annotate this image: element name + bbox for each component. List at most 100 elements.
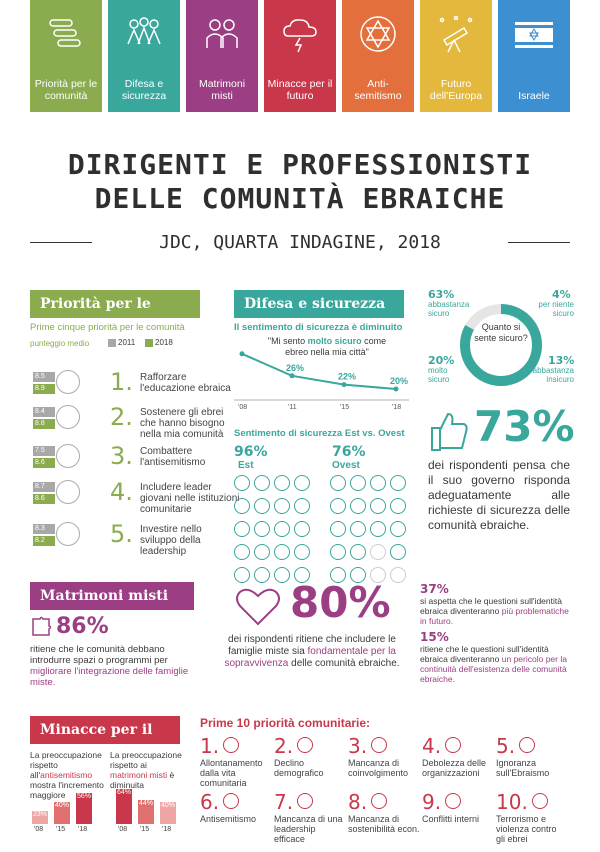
top10-item: 5. Ignoranza sull'Ebraismo bbox=[496, 734, 568, 778]
big-text-body: dei rispondenti ritiene che includere le… bbox=[228, 634, 396, 657]
priority-text: Combattere l'antisemitismo bbox=[140, 446, 206, 468]
page-title-line2: DELLE COMUNITÀ EBRAICHE bbox=[94, 182, 506, 215]
growth-icon bbox=[56, 522, 80, 546]
tab-label: Israele bbox=[518, 90, 550, 102]
priority-rank: 2. bbox=[110, 403, 133, 431]
right-body: La preoccupazione rispetto ai bbox=[110, 750, 182, 770]
threat-icon bbox=[371, 737, 388, 753]
donut-d-label: abbastanza insicuro bbox=[532, 366, 574, 384]
tab-minacce[interactable]: Minacce per il futuro bbox=[264, 0, 336, 112]
face-icon bbox=[390, 544, 406, 560]
top10-text: Debolezza delle organizzazioni bbox=[422, 758, 487, 778]
tab-priorita[interactable]: Priorità per le comunità bbox=[30, 0, 102, 112]
r2-highlight: un pericolo per la continuità dell'esist… bbox=[420, 654, 567, 684]
big-text-highlight: fondamentale per la sopravvivenza bbox=[224, 646, 396, 669]
priority-text: Includere leader giovani nelle istituzio… bbox=[140, 482, 240, 515]
threat-bar: 44% bbox=[138, 799, 154, 824]
face-icon bbox=[294, 567, 310, 583]
tab-difesa[interactable]: Difesa e sicurezza bbox=[108, 0, 180, 112]
safety-point bbox=[341, 382, 347, 388]
top10-header: Prime 10 priorità comunitarie: bbox=[200, 716, 371, 730]
top10-item: 8. Mancanza di sostenibilità econ. bbox=[348, 790, 420, 834]
face-icon bbox=[234, 498, 250, 514]
donut-a-label: abbastanza sicuro bbox=[428, 300, 470, 318]
face-icon bbox=[390, 567, 406, 583]
tab-antisemitismo[interactable]: Anti-semitismo bbox=[342, 0, 414, 112]
puzzle-icon bbox=[32, 616, 52, 636]
star-of-david-icon bbox=[360, 16, 396, 52]
top10-text: Antisemitismo bbox=[200, 814, 257, 824]
tab-futuro-europa[interactable]: Futuro dell'Europa bbox=[420, 0, 492, 112]
section-header-matrimoni: Matrimoni misti bbox=[30, 582, 194, 610]
israel-flag-icon bbox=[515, 22, 553, 48]
matrimoni-pct: 86% bbox=[56, 614, 109, 639]
threat-icon bbox=[445, 793, 462, 809]
face-icon bbox=[370, 521, 386, 537]
year-label: '15 bbox=[140, 826, 150, 833]
face-icon bbox=[274, 498, 290, 514]
face-icon bbox=[294, 544, 310, 560]
top10-text: Mancanza di una leadership efficace bbox=[274, 814, 343, 844]
face-icon bbox=[390, 475, 406, 491]
threat-icon bbox=[445, 737, 462, 753]
priority-text: Investire nello sviluppo della leadershi… bbox=[140, 524, 202, 557]
safety-year-label: '11 bbox=[288, 404, 297, 410]
safety-point bbox=[393, 386, 399, 392]
value-2018: 8.6 bbox=[33, 458, 55, 468]
ovest-pct: 76% bbox=[332, 444, 366, 460]
matrimoni-big-text: dei rispondenti ritiene che includere le… bbox=[222, 634, 402, 670]
tab-matrimoni[interactable]: Matrimoni misti bbox=[186, 0, 258, 112]
safety-year-label: '15 bbox=[340, 404, 349, 410]
priority-row: 8.4 8.8 2. Sostenere gli ebrei che hanno… bbox=[30, 403, 225, 440]
right-body: è diminuita bbox=[110, 770, 175, 790]
value-2011: 7.5 bbox=[33, 446, 55, 456]
safety-value-label: 20% bbox=[390, 376, 408, 386]
mixed-marriage-bar-chart: 64% 44% 40% bbox=[116, 788, 178, 824]
value-2011: 8.7 bbox=[33, 482, 55, 492]
year-label: '08 bbox=[34, 826, 44, 833]
left-body: mostra l'incremento maggiore bbox=[30, 780, 104, 800]
education-icon bbox=[56, 370, 80, 394]
face-icon bbox=[330, 498, 346, 514]
ovest-face-grid bbox=[328, 474, 418, 589]
est-pct: 96% bbox=[234, 444, 268, 460]
people-icon bbox=[127, 17, 161, 45]
top10-text: Ignoranza sull'Ebraismo bbox=[496, 758, 550, 778]
section-header-difesa: Difesa e sicurezza bbox=[234, 290, 404, 318]
matrimoni-text-highlight: migliorare l'integrazione delle famiglie… bbox=[30, 666, 189, 688]
face-icon bbox=[294, 475, 310, 491]
star-of-david-icon bbox=[56, 444, 80, 468]
safety-year-label: '08 bbox=[238, 404, 247, 410]
year-label: '18 bbox=[78, 826, 88, 833]
top10-text: Declino demografico bbox=[274, 758, 324, 778]
storm-icon bbox=[283, 19, 317, 53]
page-subtitle: JDC, QUARTA INDAGINE, 2018 bbox=[159, 232, 441, 253]
threat-bar: 40% bbox=[54, 802, 70, 824]
year-label: '08 bbox=[118, 826, 128, 833]
face-icon bbox=[330, 544, 346, 560]
r1-body: si aspetta che le questioni sull'identit… bbox=[420, 596, 562, 616]
face-icon bbox=[330, 567, 346, 583]
value-2018: 8.8 bbox=[33, 419, 55, 429]
ovest-label: Ovest bbox=[332, 460, 360, 471]
left-highlight: antisemitismo bbox=[40, 770, 93, 780]
face-icon bbox=[330, 521, 346, 537]
matrimoni-big-pct: 80% bbox=[290, 578, 391, 627]
big-text-body: delle comunità ebraiche. bbox=[288, 658, 400, 669]
top10-text: Mancanza di coinvolgimento bbox=[348, 758, 409, 778]
face-icon bbox=[390, 498, 406, 514]
value-2011: 8.5 bbox=[33, 372, 55, 382]
donut-c-label: molto sicuro bbox=[428, 366, 450, 384]
right-highlight: matrimoni misti bbox=[110, 770, 168, 780]
threat-bar: 40% bbox=[160, 802, 176, 824]
face-icon bbox=[350, 567, 366, 583]
r2-pct: 15% bbox=[420, 630, 449, 644]
tab-israele[interactable]: Israele bbox=[498, 0, 570, 112]
donut-a-pct: 63% bbox=[428, 288, 455, 301]
threat-icon bbox=[297, 737, 314, 753]
r2-text: ritiene che le questioni sull'identità e… bbox=[420, 644, 572, 684]
safety-point bbox=[239, 351, 245, 357]
est-label: Est bbox=[238, 460, 254, 471]
r1-text: si aspetta che le questioni sull'identit… bbox=[420, 596, 572, 626]
leader-icon bbox=[56, 480, 80, 504]
